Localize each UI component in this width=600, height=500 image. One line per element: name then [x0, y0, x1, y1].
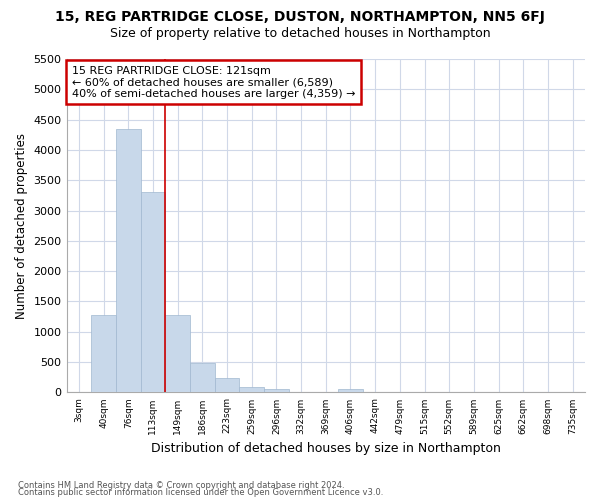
- Text: 15, REG PARTRIDGE CLOSE, DUSTON, NORTHAMPTON, NN5 6FJ: 15, REG PARTRIDGE CLOSE, DUSTON, NORTHAM…: [55, 10, 545, 24]
- Bar: [338, 389, 363, 392]
- Text: 15 REG PARTRIDGE CLOSE: 121sqm
← 60% of detached houses are smaller (6,589)
40% : 15 REG PARTRIDGE CLOSE: 121sqm ← 60% of …: [72, 66, 355, 99]
- Bar: [116, 128, 140, 392]
- Bar: [140, 192, 165, 392]
- Text: Contains public sector information licensed under the Open Government Licence v3: Contains public sector information licen…: [18, 488, 383, 497]
- Text: Size of property relative to detached houses in Northampton: Size of property relative to detached ho…: [110, 28, 490, 40]
- Y-axis label: Number of detached properties: Number of detached properties: [15, 132, 28, 318]
- Bar: [215, 378, 239, 392]
- Bar: [264, 389, 289, 392]
- Bar: [190, 364, 215, 392]
- Bar: [165, 316, 190, 392]
- X-axis label: Distribution of detached houses by size in Northampton: Distribution of detached houses by size …: [151, 442, 501, 455]
- Text: Contains HM Land Registry data © Crown copyright and database right 2024.: Contains HM Land Registry data © Crown c…: [18, 480, 344, 490]
- Bar: [239, 387, 264, 392]
- Bar: [91, 316, 116, 392]
